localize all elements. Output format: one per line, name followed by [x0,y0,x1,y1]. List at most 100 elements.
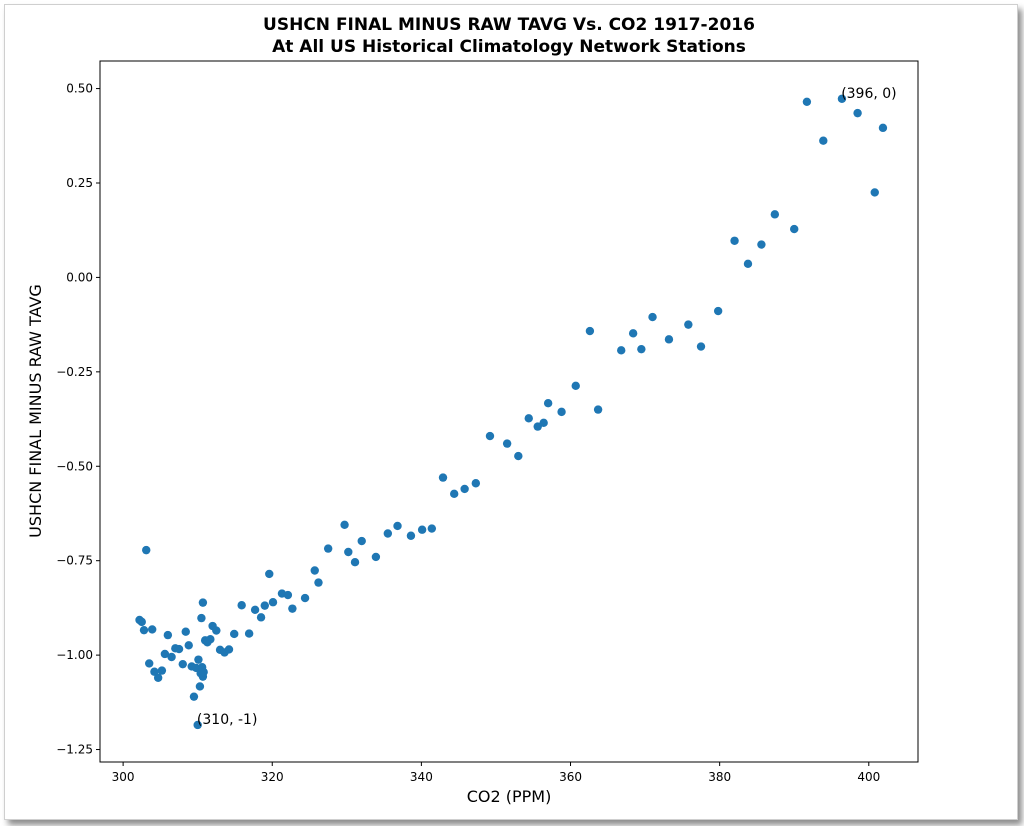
data-point [571,381,580,391]
data-point [178,659,187,669]
data-point [199,667,208,677]
y-tick-label: −0.75 [56,554,93,568]
data-point [237,601,246,610]
data-point [314,578,323,587]
data-point [514,451,523,461]
data-point [160,649,170,659]
y-tick-label: −1.25 [56,743,93,757]
data-point [195,682,205,691]
y-axis-title: USHCN FINAL MINUS RAW TAVG [26,284,45,538]
data-point [288,604,297,613]
data-point [393,521,402,531]
data-point [770,210,780,219]
x-axis: 300 320 340 360 380 400 [112,762,880,784]
y-tick-label: 0.00 [66,270,93,284]
data-point [438,473,448,482]
point-annotation: (396, 0) [841,86,896,102]
data-point [142,545,151,555]
data-point [300,593,310,603]
data-point [557,407,566,417]
data-point [147,625,157,634]
x-axis-title: CO2 (PPM) [467,787,552,806]
data-point [837,94,847,103]
data-point [870,188,879,197]
data-point [256,613,266,622]
y-tick-label: −1.00 [56,648,93,662]
data-point [383,529,393,538]
data-point [323,544,333,553]
data-point [139,625,149,635]
x-tick-label: 340 [410,770,433,784]
data-point [194,655,203,664]
data-point [539,418,548,428]
data-point [350,557,360,567]
data-point [790,224,799,234]
data-point [743,259,753,269]
data-point [449,489,459,499]
scatter-chart: USHCN FINAL MINUS RAW TAVG Vs. CO2 1917-… [5,5,1017,819]
data-point [696,342,706,351]
data-point [357,536,366,546]
data-point [819,136,828,145]
data-point [593,405,603,414]
data-point [878,123,888,133]
y-tick-label: −0.25 [56,365,93,379]
data-point [617,346,626,355]
data-point [648,312,657,322]
data-point [189,692,199,701]
data-point [684,320,693,329]
data-point [283,590,293,600]
data-point [184,641,193,650]
chart-title: USHCN FINAL MINUS RAW TAVG Vs. CO2 1917-… [263,15,755,35]
data-point [664,335,674,344]
y-tick-label: 0.50 [66,82,93,96]
data-point [265,569,274,579]
point-annotation: (310, -1) [197,712,258,728]
data-point [206,635,215,644]
data-point [533,422,542,431]
data-point [713,306,723,316]
data-point [212,626,221,635]
annotations: (396, 0) (310, -1) [197,86,897,728]
data-point [853,108,862,118]
data-point [268,598,278,607]
data-point [163,630,173,640]
data-point [145,659,154,668]
y-tick-label: 0.25 [66,176,93,190]
data-point [524,414,533,423]
data-point [757,240,766,249]
data-point [340,520,349,530]
data-point [310,566,319,575]
y-tick-label: −0.50 [56,459,93,473]
chart-subtitle: At All US Historical Climatology Network… [272,37,746,57]
data-point [371,552,381,562]
data-point [637,344,646,354]
data-point [193,720,202,730]
y-axis: −1.25 −1.00 −0.75 −0.50 −0.25 0.00 0.25 0.50 [56,82,100,757]
x-tick-label: 300 [112,770,135,784]
data-point [543,398,553,408]
data-points [135,94,888,730]
data-point [260,601,269,610]
plot-area [99,60,919,763]
x-tick-label: 360 [559,770,582,784]
data-point [153,673,163,682]
data-point [137,617,146,627]
data-point [230,629,239,639]
data-point [585,326,595,336]
data-point [417,525,427,534]
data-point [460,484,469,494]
data-point [174,644,184,654]
data-point [150,667,159,676]
data-point [224,645,234,654]
data-point [250,605,260,614]
data-point [344,547,353,557]
data-point [157,666,167,675]
data-point [198,598,208,607]
x-tick-label: 400 [857,770,880,784]
data-point [802,97,812,106]
x-tick-label: 320 [261,770,284,784]
data-point [471,479,481,488]
data-point [427,524,437,533]
data-point [167,652,176,662]
